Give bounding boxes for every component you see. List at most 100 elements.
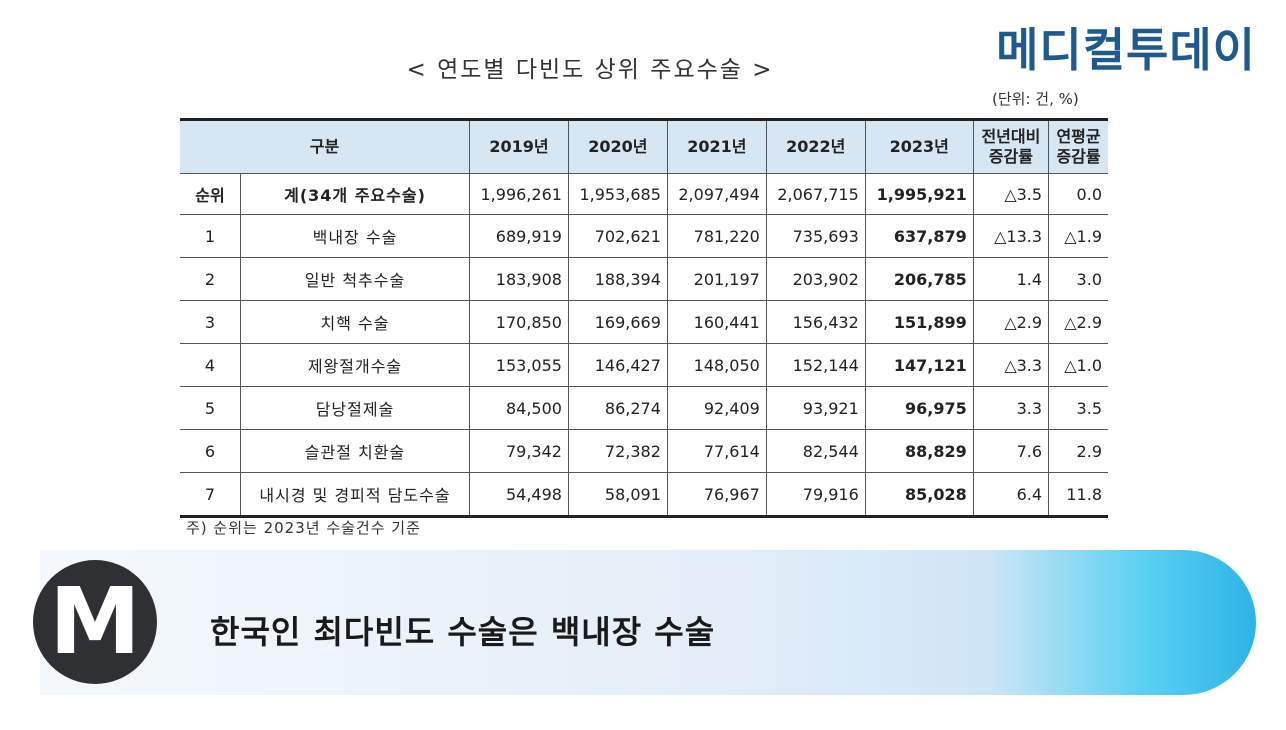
cell-surgery-name: 치핵 수술 <box>240 300 470 344</box>
cell-2019: 1,996,261 <box>469 173 569 215</box>
cell-yoy-change: 7.6 <box>972 429 1050 473</box>
cell-rank: 7 <box>180 472 241 517</box>
cell-2021: 148,050 <box>666 343 767 387</box>
cell-2021: 781,220 <box>666 214 767 258</box>
cell-2023: 147,121 <box>864 343 974 387</box>
cell-rank: 2 <box>180 257 241 301</box>
cell-2019: 84,500 <box>469 386 569 430</box>
cell-2021: 76,967 <box>666 472 767 517</box>
cell-2023: 151,899 <box>864 300 974 344</box>
document-title: < 연도별 다빈도 상위 주요수술 > <box>406 57 774 83</box>
header-annual-avg-change-text: 연평균 증감률 <box>1056 127 1101 166</box>
cell-2021: 201,197 <box>666 257 767 301</box>
cell-2022: 2,067,715 <box>765 173 866 215</box>
footnote: 주) 순위는 2023년 수술건수 기준 <box>186 519 421 537</box>
cell-2020: 188,394 <box>567 257 668 301</box>
table-body: 순위 계(34개 주요수술) 1,996,261 1,953,685 2,097… <box>180 173 1108 517</box>
cell-2021: 92,409 <box>666 386 767 430</box>
cell-2022: 93,921 <box>765 386 866 430</box>
cell-annual-avg-change: 11.8 <box>1048 472 1108 517</box>
cell-rank: 4 <box>180 343 241 387</box>
table-row: 5 담낭절제술 84,500 86,274 92,409 93,921 96,975 3.3 3… <box>180 386 1108 430</box>
surgery-stats-table: 구분 2019년 2020년 2021년 2022년 2023년 전년대비 증감… <box>180 118 1108 518</box>
header-2023: 2023년 <box>864 119 974 174</box>
cell-2019: 689,919 <box>469 214 569 258</box>
cell-annual-avg-change: △2.9 <box>1048 300 1108 344</box>
table-row: 6 슬관절 치환술 79,342 72,382 77,614 82,544 88,829 7.… <box>180 429 1108 473</box>
cell-2023: 96,975 <box>864 386 974 430</box>
header-2019: 2019년 <box>469 119 569 174</box>
cell-2019: 183,908 <box>469 257 569 301</box>
headline-banner <box>40 550 1256 695</box>
cell-annual-avg-change: 3.0 <box>1048 257 1108 301</box>
cell-surgery-name: 계(34개 주요수술) <box>240 173 470 215</box>
m-logo-icon: M <box>33 560 157 684</box>
cell-2023: 206,785 <box>864 257 974 301</box>
cell-2022: 79,916 <box>765 472 866 517</box>
cell-2022: 82,544 <box>765 429 866 473</box>
table-row: 2 일반 척추수술 183,908 188,394 201,197 203,902 206,… <box>180 257 1108 301</box>
cell-2020: 169,669 <box>567 300 668 344</box>
cell-2023: 1,995,921 <box>864 173 974 215</box>
header-yoy-change: 전년대비 증감률 <box>972 119 1050 174</box>
cell-annual-avg-change: 2.9 <box>1048 429 1108 473</box>
cell-2020: 146,427 <box>567 343 668 387</box>
cell-2019: 153,055 <box>469 343 569 387</box>
cell-surgery-name: 일반 척추수술 <box>240 257 470 301</box>
cell-rank: 3 <box>180 300 241 344</box>
cell-2023: 88,829 <box>864 429 974 473</box>
cell-2019: 54,498 <box>469 472 569 517</box>
cell-yoy-change: △3.5 <box>972 173 1050 215</box>
cell-surgery-name: 담낭절제술 <box>240 386 470 430</box>
cell-2023: 637,879 <box>864 214 974 258</box>
brand-logo: 메디컬투데이 <box>996 23 1256 77</box>
cell-2020: 72,382 <box>567 429 668 473</box>
table-row-total: 순위 계(34개 주요수술) 1,996,261 1,953,685 2,097… <box>180 173 1108 215</box>
cell-surgery-name: 백내장 수술 <box>240 214 470 258</box>
cell-yoy-change: 3.3 <box>972 386 1050 430</box>
cell-2021: 2,097,494 <box>666 173 767 215</box>
table-row: 4 제왕절개수술 153,055 146,427 148,050 152,144 147,1… <box>180 343 1108 387</box>
cell-surgery-name: 제왕절개수술 <box>240 343 470 387</box>
cell-rank: 1 <box>180 214 241 258</box>
header-2020: 2020년 <box>567 119 668 174</box>
header-yoy-change-text: 전년대비 증감률 <box>981 127 1041 166</box>
cell-2023: 85,028 <box>864 472 974 517</box>
table-row: 7 내시경 및 경피적 담도수술 54,498 58,091 76,967 79,916 8… <box>180 472 1108 517</box>
header-category: 구분 <box>180 119 470 174</box>
cell-yoy-change: △2.9 <box>972 300 1050 344</box>
cell-2022: 203,902 <box>765 257 866 301</box>
cell-2022: 156,432 <box>765 300 866 344</box>
cell-rank: 5 <box>180 386 241 430</box>
table-row: 3 치핵 수술 170,850 169,669 160,441 156,432 151,89… <box>180 300 1108 344</box>
cell-2020: 58,091 <box>567 472 668 517</box>
cell-annual-avg-change: △1.0 <box>1048 343 1108 387</box>
header-annual-avg-change: 연평균 증감률 <box>1048 119 1108 174</box>
header-2022: 2022년 <box>765 119 866 174</box>
cell-2020: 1,953,685 <box>567 173 668 215</box>
cell-surgery-name: 내시경 및 경피적 담도수술 <box>240 472 470 517</box>
cell-2020: 702,621 <box>567 214 668 258</box>
cell-2019: 170,850 <box>469 300 569 344</box>
cell-2021: 160,441 <box>666 300 767 344</box>
cell-rank: 순위 <box>180 173 241 215</box>
cell-yoy-change: 1.4 <box>972 257 1050 301</box>
cell-yoy-change: △13.3 <box>972 214 1050 258</box>
table-header-row: 구분 2019년 2020년 2021년 2022년 2023년 전년대비 증감… <box>180 119 1108 174</box>
cell-rank: 6 <box>180 429 241 473</box>
cell-surgery-name: 슬관절 치환술 <box>240 429 470 473</box>
cell-yoy-change: 6.4 <box>972 472 1050 517</box>
cell-2021: 77,614 <box>666 429 767 473</box>
cell-2019: 79,342 <box>469 429 569 473</box>
header-2021: 2021년 <box>666 119 767 174</box>
unit-label: (단위: 건, %) <box>992 90 1079 108</box>
cell-annual-avg-change: △1.9 <box>1048 214 1108 258</box>
cell-yoy-change: △3.3 <box>972 343 1050 387</box>
cell-2022: 735,693 <box>765 214 866 258</box>
cell-2022: 152,144 <box>765 343 866 387</box>
headline-text: 한국인 최다빈도 수술은 백내장 수술 <box>210 613 716 651</box>
table-row: 1 백내장 수술 689,919 702,621 781,220 735,693 637,8… <box>180 214 1108 258</box>
cell-annual-avg-change: 3.5 <box>1048 386 1108 430</box>
cell-annual-avg-change: 0.0 <box>1048 173 1108 215</box>
cell-2020: 86,274 <box>567 386 668 430</box>
